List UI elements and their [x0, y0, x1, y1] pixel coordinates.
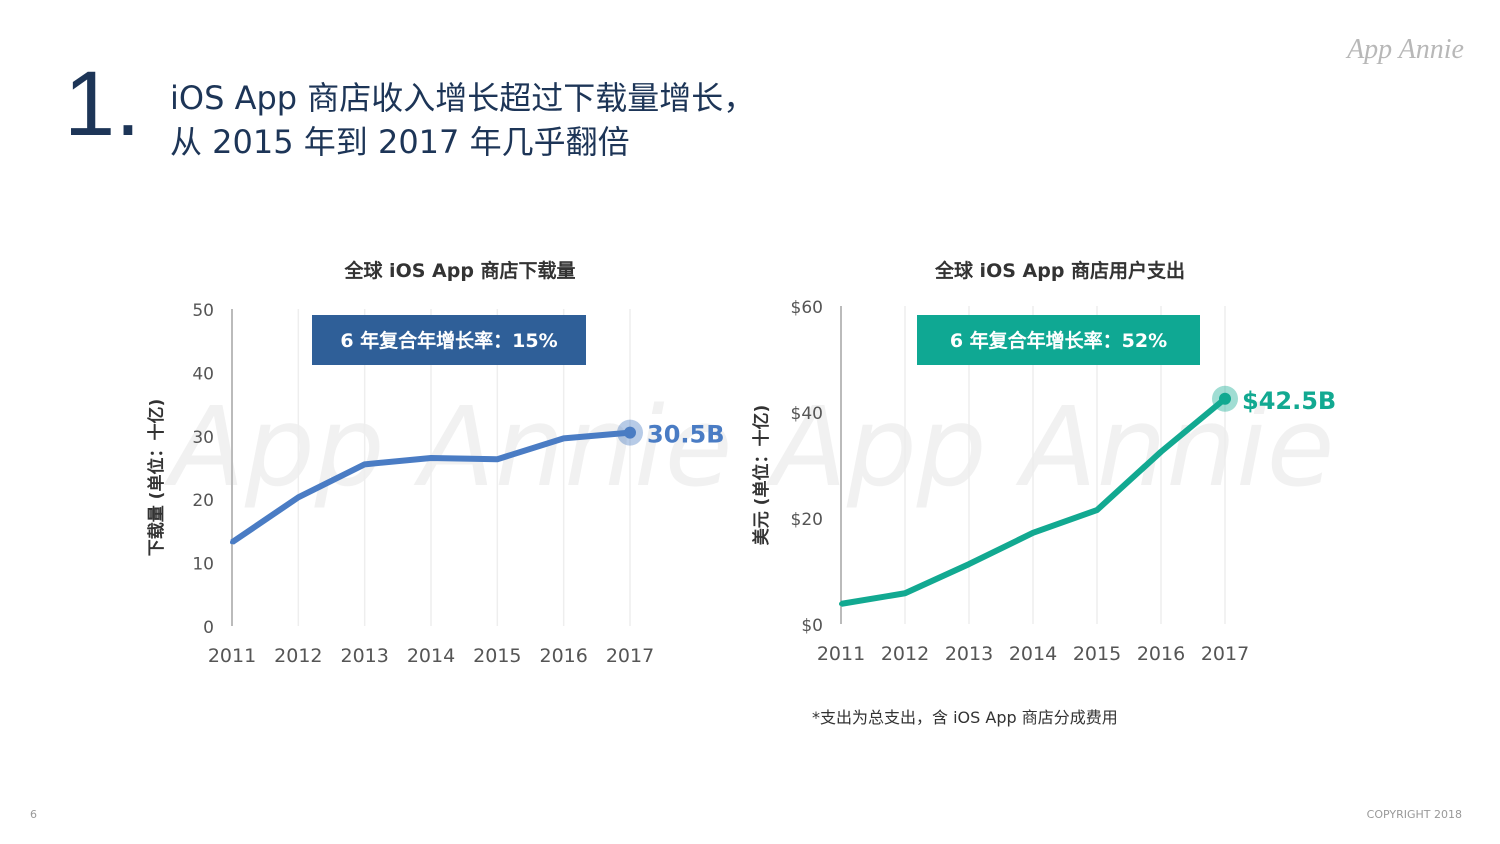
page-number: 6 — [30, 808, 37, 821]
chart-title: 全球 iOS App 商店下载量 — [343, 259, 575, 282]
slide-number-heading: 1. — [64, 53, 141, 155]
data-point — [230, 540, 234, 545]
y-tick-label: 0 — [203, 618, 214, 638]
end-point-halo — [1212, 385, 1238, 412]
data-point — [296, 495, 301, 500]
x-tick-label: 2013 — [945, 643, 993, 665]
cagr-badge-text: 6 年复合年增长率：52% — [950, 329, 1167, 352]
y-tick-label: 50 — [192, 301, 214, 321]
x-tick-label: 2015 — [1073, 643, 1121, 665]
chart-title: 全球 iOS App 商店用户支出 — [934, 259, 1185, 282]
data-point — [1159, 449, 1163, 454]
data-point — [839, 601, 843, 606]
end-value-label: $42.5B — [1242, 387, 1336, 415]
data-point — [362, 462, 367, 467]
data-point — [429, 455, 433, 460]
x-tick-label: 2016 — [1137, 643, 1185, 665]
y-axis-label: 美元 (单位：十亿) — [751, 405, 772, 545]
data-point — [561, 436, 566, 441]
cagr-badge — [312, 315, 586, 365]
y-tick-label: $0 — [801, 616, 823, 636]
y-tick-label: 10 — [192, 555, 214, 575]
data-point — [495, 457, 500, 462]
y-tick-label: $40 — [791, 404, 823, 424]
x-tick-label: 2011 — [817, 643, 865, 665]
x-tick-label: 2015 — [473, 645, 521, 667]
x-tick-label: 2014 — [407, 645, 455, 667]
watermark-logo: App Annie — [766, 383, 1335, 511]
x-tick-label: 2012 — [881, 643, 929, 665]
cagr-badge-text: 6 年复合年增长率：15% — [340, 329, 557, 352]
app-annie-logo: App Annie — [1347, 34, 1464, 65]
y-axis-label: 下载量 (单位：十亿) — [146, 399, 167, 556]
end-value-label: 30.5B — [647, 421, 725, 449]
data-point — [903, 591, 907, 596]
cagr-badge — [917, 315, 1200, 365]
data-point — [1031, 530, 1035, 535]
end-point-halo — [617, 419, 643, 446]
data-point — [1219, 392, 1231, 405]
y-tick-label: $20 — [791, 510, 823, 530]
x-tick-label: 2017 — [606, 645, 654, 667]
data-point — [967, 562, 971, 567]
data-point — [1095, 508, 1099, 513]
title-line-1: iOS App 商店收入增长超过下载量增长， — [170, 79, 756, 117]
title-line-2: 从 2015 年到 2017 年几乎翻倍 — [170, 123, 630, 161]
footnote: *支出为总支出，含 iOS App 商店分成费用 — [812, 708, 1118, 727]
copyright: COPYRIGHT 2018 — [1366, 808, 1462, 821]
watermark-logo: App Annie — [164, 383, 733, 511]
x-tick-label: 2012 — [274, 645, 322, 667]
spending-chart: 全球 iOS App 商店用户支出 App Annie 2011 2012 2013 20… — [751, 259, 1336, 665]
x-tick-label: 2013 — [340, 645, 388, 667]
x-tick-label: 2011 — [208, 645, 256, 667]
y-tick-label: 40 — [192, 364, 214, 384]
y-tick-label: 30 — [192, 428, 214, 448]
data-point — [624, 426, 636, 439]
x-tick-label: 2014 — [1009, 643, 1057, 665]
slide-title: iOS App 商店收入增长超过下载量增长， 从 2015 年到 2017 年几… — [170, 76, 755, 164]
x-tick-label: 2016 — [539, 645, 587, 667]
x-tick-label: 2017 — [1201, 643, 1249, 665]
y-tick-label: 20 — [192, 491, 214, 511]
y-tick-label: $60 — [791, 298, 823, 318]
